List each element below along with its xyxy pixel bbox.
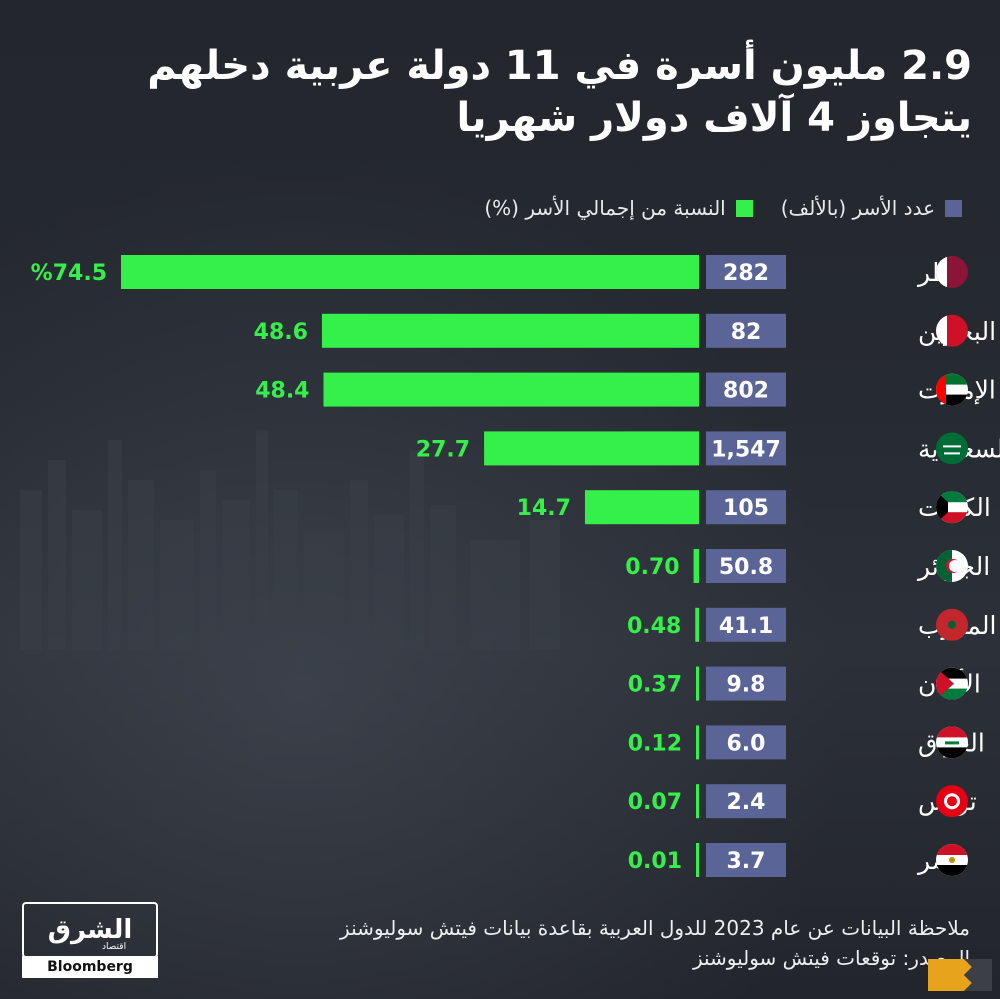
households-value-label: 2.4 [727, 790, 766, 815]
share-value-label: 0.01 [628, 849, 682, 874]
households-value-label: 1,547 [711, 437, 781, 462]
households-value-label: 282 [723, 261, 769, 286]
share-value-label: 48.6 [254, 320, 308, 345]
legend-item-share: النسبة من إجمالي الأسر (%) [484, 196, 753, 220]
share-value-label: 0.70 [625, 555, 679, 580]
share-bar [121, 255, 699, 289]
tunisia-flag-icon [936, 785, 968, 818]
logo-sub: اقتصاد [102, 942, 127, 952]
title-line-2: يتجاوز 4 آلاف دولار شهريا [456, 95, 972, 141]
source-note: المصدر: توقعات فيتش سوليوشنز [692, 946, 970, 970]
chart-title: 2.9 مليون أسرة في 11 دولة عربية دخلهم يت… [32, 40, 972, 144]
households-bar [706, 255, 786, 289]
corner-brand-mark-icon [928, 959, 992, 991]
share-value-label: 14.7 [517, 496, 571, 521]
households-bar [706, 784, 786, 819]
legend-swatch-share [735, 199, 753, 217]
share-bar [321, 313, 699, 348]
legend-label-share: النسبة من إجمالي الأسر (%) [484, 196, 726, 220]
households-value-label: 82 [731, 320, 762, 345]
share-bar [696, 843, 699, 877]
uae-flag-icon [936, 373, 968, 406]
households-bar [706, 431, 786, 466]
legend-label-households: عدد الأسر (بالألف) [780, 196, 935, 220]
households-bar [706, 843, 786, 877]
households-value-label: 802 [723, 379, 769, 404]
share-bar [323, 372, 699, 407]
households-value-label: 50.8 [719, 555, 773, 580]
share-value-label: 0.07 [628, 790, 682, 815]
logo-partner: Bloomberg [22, 956, 158, 978]
data-note: ملاحظة البيانات عن عام 2023 للدول العربي… [340, 916, 970, 940]
households-bar [706, 313, 786, 348]
algeria-flag-icon [936, 550, 968, 582]
share-value-label: 0.48 [627, 614, 681, 639]
share-bar [584, 490, 699, 525]
logo-brand: الشرق [22, 902, 158, 958]
jordan-flag-icon [936, 667, 968, 700]
households-bar [706, 666, 786, 701]
iraq-flag-icon [936, 726, 968, 759]
households-value-label: 105 [723, 496, 769, 521]
egypt-flag-icon [936, 844, 968, 876]
households-bar [706, 549, 786, 583]
share-value-label: 48.4 [255, 379, 309, 404]
share-bar [696, 666, 699, 701]
share-bar [695, 607, 699, 642]
share-bar [696, 725, 699, 760]
households-value-label: 41.1 [719, 614, 773, 639]
households-value-label: 9.8 [727, 673, 766, 698]
share-value-label: 27.7 [416, 437, 470, 462]
qatar-flag-icon [936, 256, 968, 288]
households-bar [706, 490, 786, 525]
share-value-label: 0.37 [628, 673, 682, 698]
legend-swatch-households [945, 199, 962, 217]
households-bar [706, 607, 786, 642]
title-line-1: 2.9 مليون أسرة في 11 دولة عربية دخلهم [147, 43, 972, 89]
households-bar [706, 725, 786, 760]
households-bar [706, 372, 786, 407]
share-bar [693, 549, 699, 583]
households-value-label: 6.0 [727, 731, 766, 756]
asharq-bloomberg-logo: الشرق اقتصاد Bloomberg [22, 902, 162, 980]
bahrain-flag-icon [936, 314, 968, 347]
city-skyline-backdrop [20, 430, 560, 650]
households-value-label: 3.7 [727, 849, 766, 874]
morocco-flag-icon [936, 608, 968, 641]
share-bar [484, 431, 699, 466]
share-value-label: 0.12 [628, 731, 682, 756]
share-value-label: %74.5 [31, 261, 107, 286]
saudi-flag-icon [936, 432, 968, 465]
kuwait-flag-icon [936, 491, 968, 524]
legend-item-households: عدد الأسر (بالألف) [781, 196, 962, 220]
share-bar [696, 784, 699, 819]
legend: عدد الأسر (بالألف) النسبة من إجمالي الأس… [262, 196, 962, 220]
